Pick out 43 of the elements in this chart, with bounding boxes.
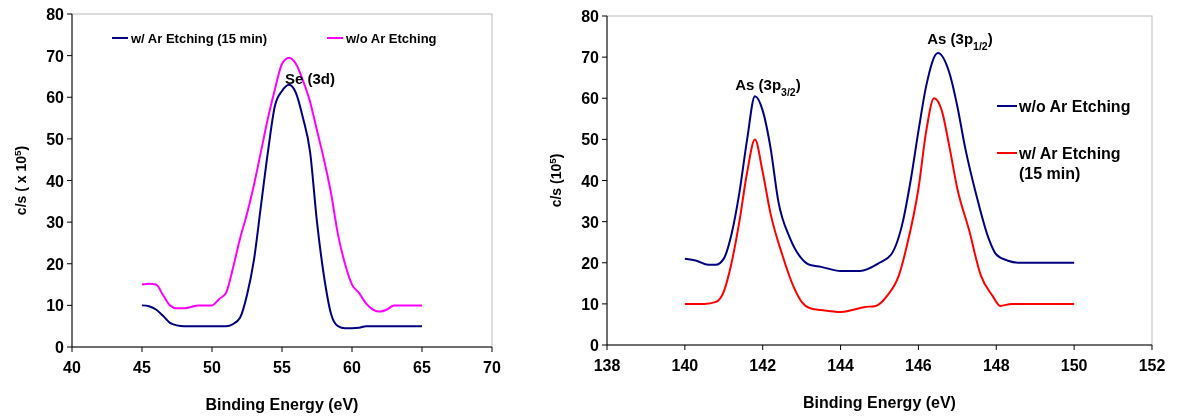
legend-label: w/o Ar Etching: [345, 31, 437, 46]
x-tick-label: 138: [593, 357, 621, 374]
x-tick-label: 150: [1060, 357, 1088, 374]
y-tick-label: 10: [581, 295, 600, 313]
annotation: Se (3d): [284, 70, 336, 87]
x-tick-label: 50: [203, 359, 221, 376]
y-tick-label: 40: [581, 172, 600, 190]
x-tick-label: 40: [63, 359, 81, 376]
x-tick-label: 146: [905, 357, 932, 374]
y-tick-label: 0: [590, 337, 600, 354]
x-axis-title: Binding Energy (eV): [803, 394, 956, 411]
annotation: As (3p$_{3/2}$): [735, 76, 801, 98]
y-tick-label: 30: [46, 214, 65, 232]
legend-label: w/ Ar Etching (15 min): [130, 31, 268, 46]
y-tick-label: 50: [46, 130, 65, 148]
y-tick-label: 80: [46, 6, 65, 23]
y-tick-label: 20: [581, 254, 600, 272]
x-axis-title: Binding Energy (eV): [205, 396, 359, 413]
y-tick-label: 80: [581, 8, 600, 25]
y-tick-label: 60: [581, 90, 600, 108]
x-tick-label: 142: [749, 357, 777, 374]
x-tick-label: 65: [413, 359, 431, 376]
y-tick-label: 10: [46, 297, 65, 315]
y-tick-label: 70: [46, 47, 65, 65]
y-tick-label: 50: [581, 131, 600, 149]
x-tick-label: 45: [133, 359, 151, 376]
legend-label: w/o Ar Etching: [1018, 98, 1131, 115]
x-tick-label: 144: [827, 357, 855, 374]
legend-label: w/ Ar Etching (15 min): [1018, 145, 1121, 182]
y-tick-label: 70: [581, 49, 600, 67]
annotation: As (3p$_{1/2}$): [927, 30, 993, 52]
x-tick-label: 152: [1138, 357, 1166, 374]
x-tick-label: 140: [671, 357, 699, 374]
x-tick-label: 55: [273, 359, 291, 376]
y-tick-label: 0: [55, 339, 65, 356]
y-tick-label: 20: [46, 255, 65, 273]
y-tick-label: 40: [46, 172, 65, 190]
line-series: [141, 56, 423, 313]
x-tick-label: 60: [343, 359, 361, 376]
x-tick-label: 70: [483, 359, 501, 376]
y-tick-label: 60: [46, 89, 65, 107]
y-tick-label: 30: [581, 213, 600, 231]
x-tick-label: 148: [982, 357, 1010, 374]
